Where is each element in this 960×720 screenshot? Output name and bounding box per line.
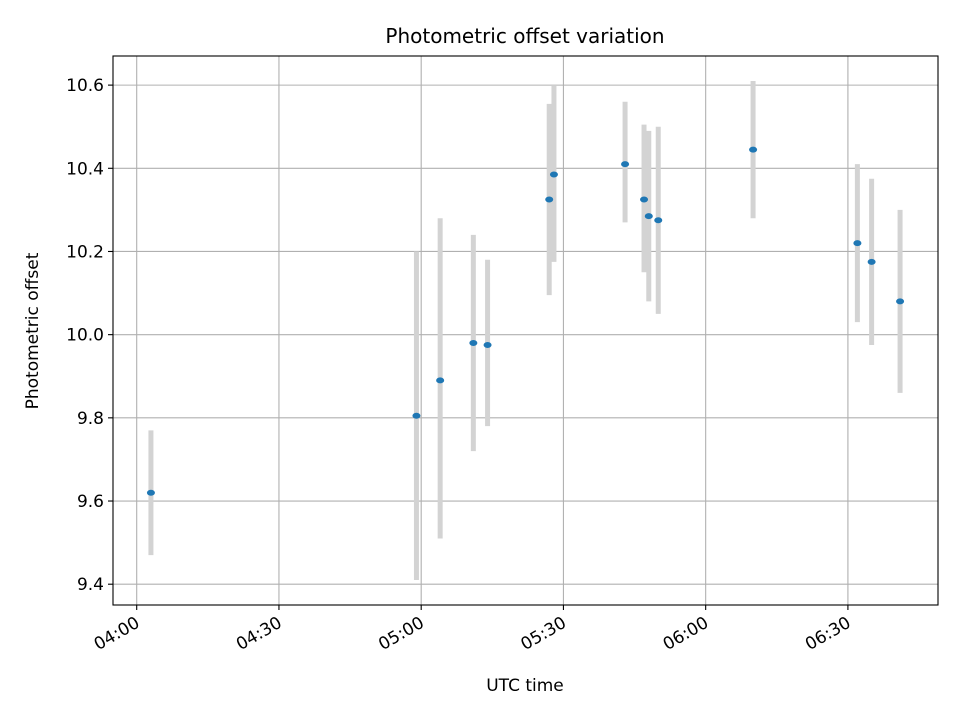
data-points: [146, 146, 905, 496]
data-point: [621, 161, 630, 168]
data-point: [146, 489, 155, 496]
data-point: [483, 342, 492, 349]
data-point: [654, 217, 663, 224]
plot-area-frame: [112, 55, 939, 606]
data-point: [867, 258, 876, 265]
x-axis-label: UTC time: [486, 676, 564, 696]
data-point: [436, 377, 445, 384]
y-tick-label: 10.2: [66, 242, 104, 262]
y-tick-label: 10.6: [66, 76, 104, 96]
y-tick-label: 10.0: [66, 326, 104, 346]
chart-title: Photometric offset variation: [385, 24, 664, 48]
y-tick-label: 10.4: [66, 159, 104, 179]
y-tick-label: 9.6: [77, 492, 104, 512]
data-point: [545, 196, 554, 203]
data-point: [749, 146, 758, 153]
grid-lines: [113, 56, 938, 605]
y-axis-ticks: 9.4 9.6 9.8 10.0 10.2 10.4 10.6: [66, 76, 113, 595]
data-point: [640, 196, 649, 203]
y-tick-label: 9.4: [77, 575, 104, 595]
data-point: [644, 213, 653, 220]
y-axis-label: Photometric offset: [23, 252, 43, 409]
data-point: [853, 240, 862, 247]
data-point: [549, 171, 558, 178]
data-point: [412, 412, 421, 419]
data-point: [469, 339, 478, 346]
y-tick-label: 9.8: [77, 409, 104, 429]
data-point: [896, 298, 905, 305]
